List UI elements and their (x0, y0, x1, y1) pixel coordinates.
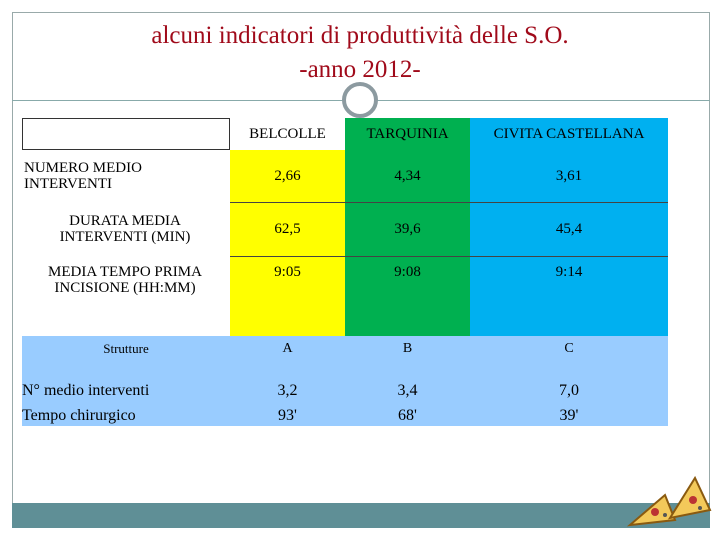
summary-column: A (282, 341, 293, 356)
value-cell: 39,6 (345, 202, 470, 256)
title-line: -anno 2012- (299, 56, 421, 83)
value-cell: 45,4 (470, 202, 668, 256)
summary-value: 39' (559, 407, 579, 424)
column-header: BELCOLLE (230, 118, 345, 150)
value-cell: 9:14 (470, 256, 668, 336)
row-rule (230, 202, 668, 203)
column-header: CIVITA CASTELLANA (470, 118, 668, 150)
value-cell: 2,66 (230, 150, 345, 202)
column-header: TARQUINIA (345, 118, 470, 150)
summary-value: 7,0 (559, 382, 579, 399)
row-label: DURATA MEDIA INTERVENTI (MIN) (22, 202, 228, 256)
summary-value: 68' (398, 407, 417, 424)
summary-header: Strutture (103, 341, 149, 356)
value-cell: 9:05 (230, 256, 345, 336)
summary-label: N° medio interventi (22, 382, 150, 399)
title-line: alcuni indicatori di produttività delle … (151, 22, 569, 49)
summary-column: C (564, 341, 574, 356)
summary-band (22, 336, 668, 426)
pizza-icon (626, 475, 712, 527)
summary-value: 3,4 (397, 382, 418, 399)
summary-column: B (402, 341, 413, 356)
row-label: NUMERO MEDIO INTERVENTI (24, 150, 230, 202)
value-cell: 3,61 (470, 150, 668, 202)
row-label: MEDIA TEMPO PRIMA INCISIONE (HH:MM) (22, 256, 228, 336)
ring-ornament (342, 82, 378, 118)
summary-value: 3,2 (277, 382, 298, 399)
value-cell: 62,5 (230, 202, 345, 256)
row-rule (230, 256, 668, 257)
footer-bar (12, 503, 710, 528)
summary-value: 93' (278, 407, 297, 424)
value-cell: 9:08 (345, 256, 470, 336)
corner-cell (22, 118, 230, 150)
value-cell: 4,34 (345, 150, 470, 202)
summary-label: Tempo chirurgico (22, 407, 136, 424)
